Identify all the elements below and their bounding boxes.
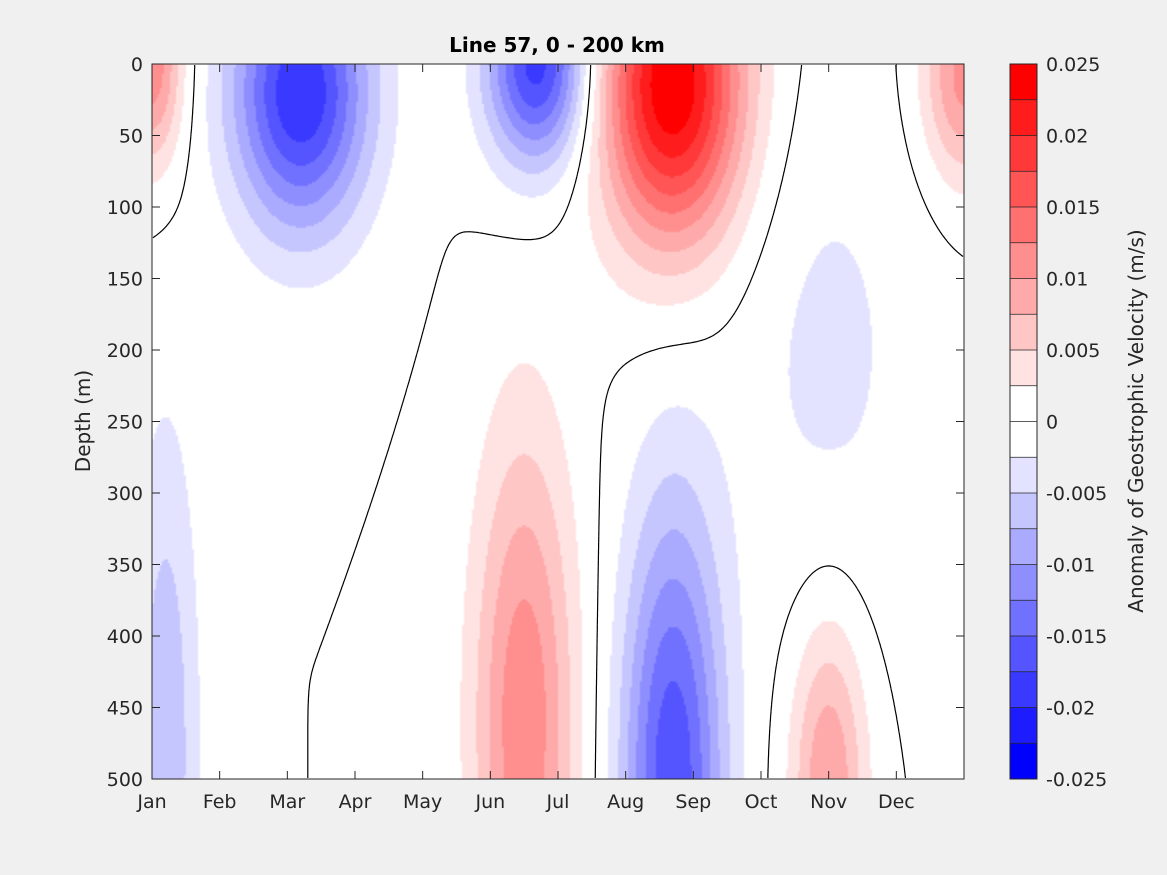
x-tick-label: Apr	[339, 791, 372, 813]
zero-contours	[152, 64, 964, 779]
colorbar-level	[1010, 493, 1037, 530]
colorbar-level	[1010, 600, 1037, 637]
colorbar-level	[1010, 278, 1037, 315]
colorbar-tick-label: -0.02	[1046, 698, 1095, 720]
colorbar-level	[1010, 99, 1037, 136]
x-tick-label: May	[403, 791, 442, 813]
colorbar-level	[1010, 743, 1037, 780]
colorbar-label: Anomaly of Geostrophic Velocity (m/s)	[1124, 229, 1148, 612]
y-tick-label: 400	[107, 626, 143, 648]
chart-title: Line 57, 0 - 200 km	[449, 33, 665, 57]
y-tick-label: 250	[107, 412, 143, 434]
colorbar-level	[1010, 385, 1037, 422]
colorbar-level	[1010, 707, 1037, 744]
x-axis: Jan Feb Mar Apr May Jun Jul Aug Sep Oct Nov Dec	[136, 64, 915, 813]
velocity-heatmap	[152, 64, 964, 779]
colorbar-tick-label: -0.005	[1046, 483, 1107, 505]
colorbar-level	[1010, 671, 1037, 708]
colorbar-tick-label: 0.005	[1046, 340, 1100, 362]
colorbar-level	[1010, 171, 1037, 208]
x-tick-label: Jan	[136, 791, 166, 813]
colorbar-level	[1010, 350, 1037, 387]
y-axis: 0 50 100 150 200 250 300 350 400 450 500	[107, 54, 964, 791]
colorbar-level	[1010, 457, 1037, 494]
colorbar-level	[1010, 242, 1037, 279]
plot-area	[151, 63, 965, 780]
colorbar-level	[1010, 135, 1037, 172]
x-tick-label: Nov	[810, 791, 847, 813]
zero-contour-line	[152, 64, 964, 779]
colorbar-level	[1010, 421, 1037, 458]
colorbar-tick-label: -0.015	[1046, 626, 1107, 648]
colorbar-level	[1010, 207, 1037, 244]
y-tick-label: 450	[107, 698, 143, 720]
y-tick-label: 350	[107, 555, 143, 577]
colorbar-level	[1010, 64, 1037, 101]
x-tick-label: Feb	[203, 791, 237, 813]
colorbar-level	[1010, 528, 1037, 565]
colorbar-tick-label: 0.015	[1046, 197, 1100, 219]
colorbar-frame	[1009, 63, 1038, 780]
colorbar-tick-label: 0	[1046, 412, 1058, 434]
x-tick-label: Sep	[675, 791, 711, 813]
y-tick-label: 0	[131, 54, 143, 76]
y-tick-label: 500	[107, 769, 143, 791]
colorbar-tick-label: 0.02	[1046, 126, 1088, 148]
colorbar-level	[1010, 564, 1037, 601]
x-tick-label: Mar	[269, 791, 305, 813]
y-tick-label: 100	[107, 197, 143, 219]
colorbar-level	[1010, 314, 1037, 351]
colorbar-tick-label: -0.025	[1046, 769, 1107, 791]
x-tick-label: Dec	[878, 791, 915, 813]
x-tick-label: Jul	[546, 791, 570, 813]
x-tick-label: Oct	[745, 791, 778, 813]
colorbar-tick-label: -0.01	[1046, 555, 1095, 577]
x-tick-label: Jun	[474, 791, 505, 813]
y-tick-label: 150	[107, 269, 143, 291]
y-tick-label: 300	[107, 483, 143, 505]
y-tick-label: 50	[119, 126, 143, 148]
x-tick-label: Aug	[607, 791, 644, 813]
colorbar-ticks: 0.025 0.02 0.015 0.01 0.005 0 -0.005 -0.01 -0.01…	[1046, 54, 1107, 791]
colorbar-level	[1010, 636, 1037, 673]
colorbar-tick-label: 0.01	[1046, 269, 1088, 291]
colorbar: 0.025 0.02 0.015 0.01 0.005 0 -0.005 -0.01 -0.01…	[1009, 54, 1148, 791]
y-axis-title: Depth (m)	[71, 370, 95, 472]
colorbar-tick-label: 0.025	[1046, 54, 1100, 76]
y-tick-label: 200	[107, 340, 143, 362]
